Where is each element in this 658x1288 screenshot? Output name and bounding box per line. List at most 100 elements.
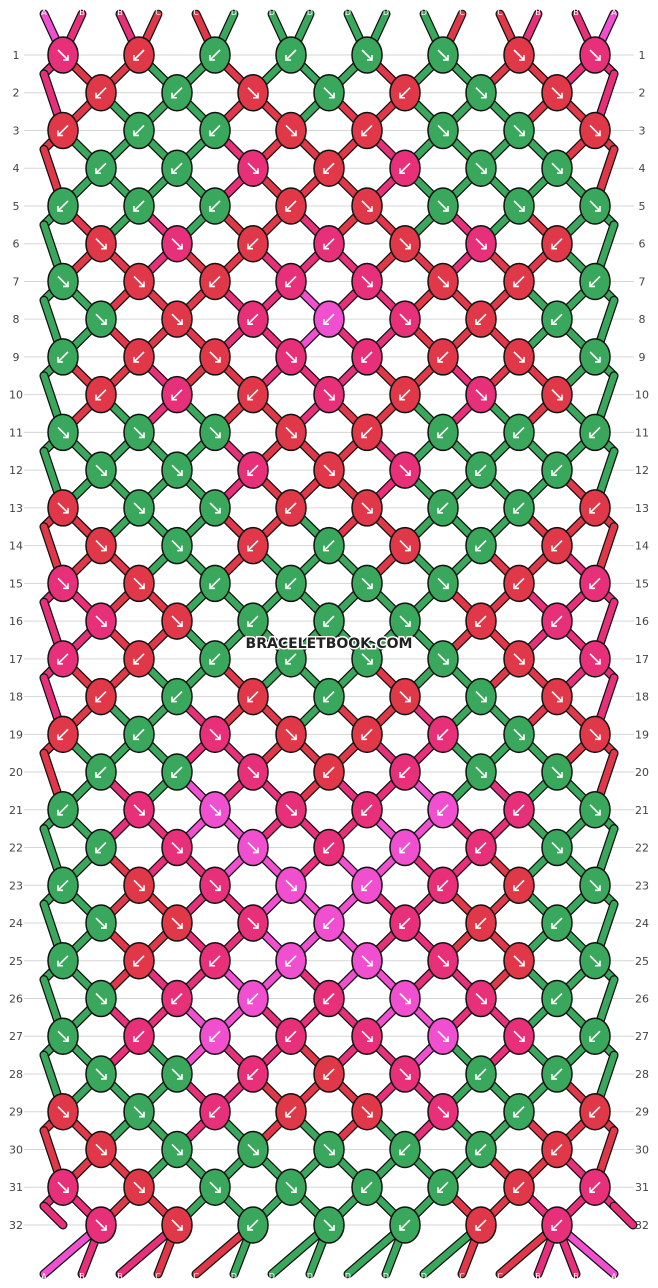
row-number-left: 5 <box>13 200 20 213</box>
strand-label-bottom: C <box>193 1272 199 1281</box>
arrow-down-left-icon <box>551 1219 563 1231</box>
arrow-down-right-icon <box>437 653 449 665</box>
knot <box>313 224 345 263</box>
arrow-down-left-icon <box>95 841 107 854</box>
arrow-down-right-icon <box>57 1106 69 1118</box>
arrow-down-left-icon <box>551 464 563 476</box>
arrow-down-right-icon <box>285 728 297 741</box>
knot <box>313 300 345 338</box>
strand-label-bottom: D <box>383 1272 389 1281</box>
arrow-down-left-icon <box>513 577 525 590</box>
row-number-left: 8 <box>13 313 20 326</box>
knot <box>161 904 193 942</box>
arrow-down-right-icon <box>285 804 297 816</box>
arrow-down-right-icon <box>209 1181 221 1193</box>
arrow-down-right-icon <box>513 1030 525 1043</box>
knot <box>541 602 573 640</box>
knot <box>541 375 573 414</box>
strand-label-top: B <box>79 8 85 17</box>
knot <box>85 753 117 791</box>
knot <box>579 187 611 225</box>
knot <box>427 1092 459 1131</box>
arrow-down-left-icon <box>171 389 183 401</box>
knot <box>427 111 459 150</box>
knot <box>389 375 421 414</box>
knot <box>427 942 459 980</box>
arrow-down-left-icon <box>551 615 563 627</box>
knot <box>313 375 345 414</box>
knot <box>85 224 117 263</box>
knot <box>503 1168 535 1206</box>
knot <box>123 715 155 754</box>
arrow-down-right-icon <box>513 351 525 363</box>
knot <box>465 602 497 640</box>
arrow-down-left-icon <box>133 351 145 363</box>
row-number-left: 28 <box>9 1068 23 1081</box>
strand-label-bottom: B <box>117 1272 123 1281</box>
knot <box>313 904 345 942</box>
strand-label-top: C <box>497 8 503 17</box>
arrow-down-right-icon <box>285 351 297 363</box>
knot <box>351 489 383 527</box>
knot <box>503 715 535 754</box>
arrow-down-right-icon <box>247 87 259 99</box>
knot <box>161 1130 193 1169</box>
arrow-down-right-icon <box>399 464 411 476</box>
strand-label-top: C <box>459 8 465 17</box>
arrow-down-left-icon <box>57 879 69 892</box>
arrow-down-left-icon <box>95 162 107 175</box>
arrow-down-left-icon <box>437 426 449 439</box>
arrow-down-left-icon <box>285 577 297 590</box>
arrow-down-left-icon <box>209 577 221 590</box>
arrow-down-left-icon <box>589 577 601 590</box>
knot <box>161 602 193 640</box>
knot <box>389 526 421 565</box>
knot <box>237 1055 269 1093</box>
knot <box>237 677 269 716</box>
knot <box>237 451 269 489</box>
arrow-down-left-icon <box>209 124 221 137</box>
knot-grid <box>47 36 611 1244</box>
knot <box>465 677 497 716</box>
knot <box>579 36 611 74</box>
arrow-down-left-icon <box>437 728 449 741</box>
row-number-right: 25 <box>635 955 649 968</box>
knot <box>199 413 231 452</box>
arrow-down-right-icon <box>589 955 601 967</box>
arrow-down-left-icon <box>247 1068 259 1080</box>
strand-label-top: D <box>421 8 427 17</box>
knot <box>313 753 345 791</box>
knot <box>503 866 535 905</box>
knot <box>237 375 269 414</box>
row-number-right: 14 <box>635 540 649 553</box>
knot <box>465 1206 497 1244</box>
knot <box>237 1206 269 1244</box>
arrow-down-left-icon <box>589 502 601 514</box>
arrow-down-right-icon <box>209 804 221 816</box>
knot <box>199 1017 231 1055</box>
knot <box>161 375 193 414</box>
knot <box>389 73 421 112</box>
row-number-right: 9 <box>639 351 646 364</box>
knot <box>389 753 421 791</box>
knot <box>313 73 345 112</box>
arrow-down-left-icon <box>475 1068 487 1080</box>
arrow-down-right-icon <box>209 351 221 363</box>
knot <box>161 1206 193 1244</box>
arrow-down-right-icon <box>361 1106 373 1118</box>
arrow-down-left-icon <box>57 804 69 816</box>
knot <box>541 753 573 791</box>
arrow-down-right-icon <box>551 389 563 401</box>
knot <box>503 489 535 527</box>
arrow-down-right-icon <box>361 653 373 665</box>
row-number-right: 22 <box>635 842 649 855</box>
arrow-down-right-icon <box>437 200 449 212</box>
row-number-left: 24 <box>9 917 23 930</box>
knot <box>161 753 193 791</box>
strand-label-top: A <box>611 8 617 17</box>
knot <box>275 942 307 980</box>
knot <box>351 1092 383 1131</box>
knot <box>275 1168 307 1206</box>
arrow-down-left-icon <box>513 1181 525 1193</box>
row-number-right: 26 <box>635 993 649 1006</box>
